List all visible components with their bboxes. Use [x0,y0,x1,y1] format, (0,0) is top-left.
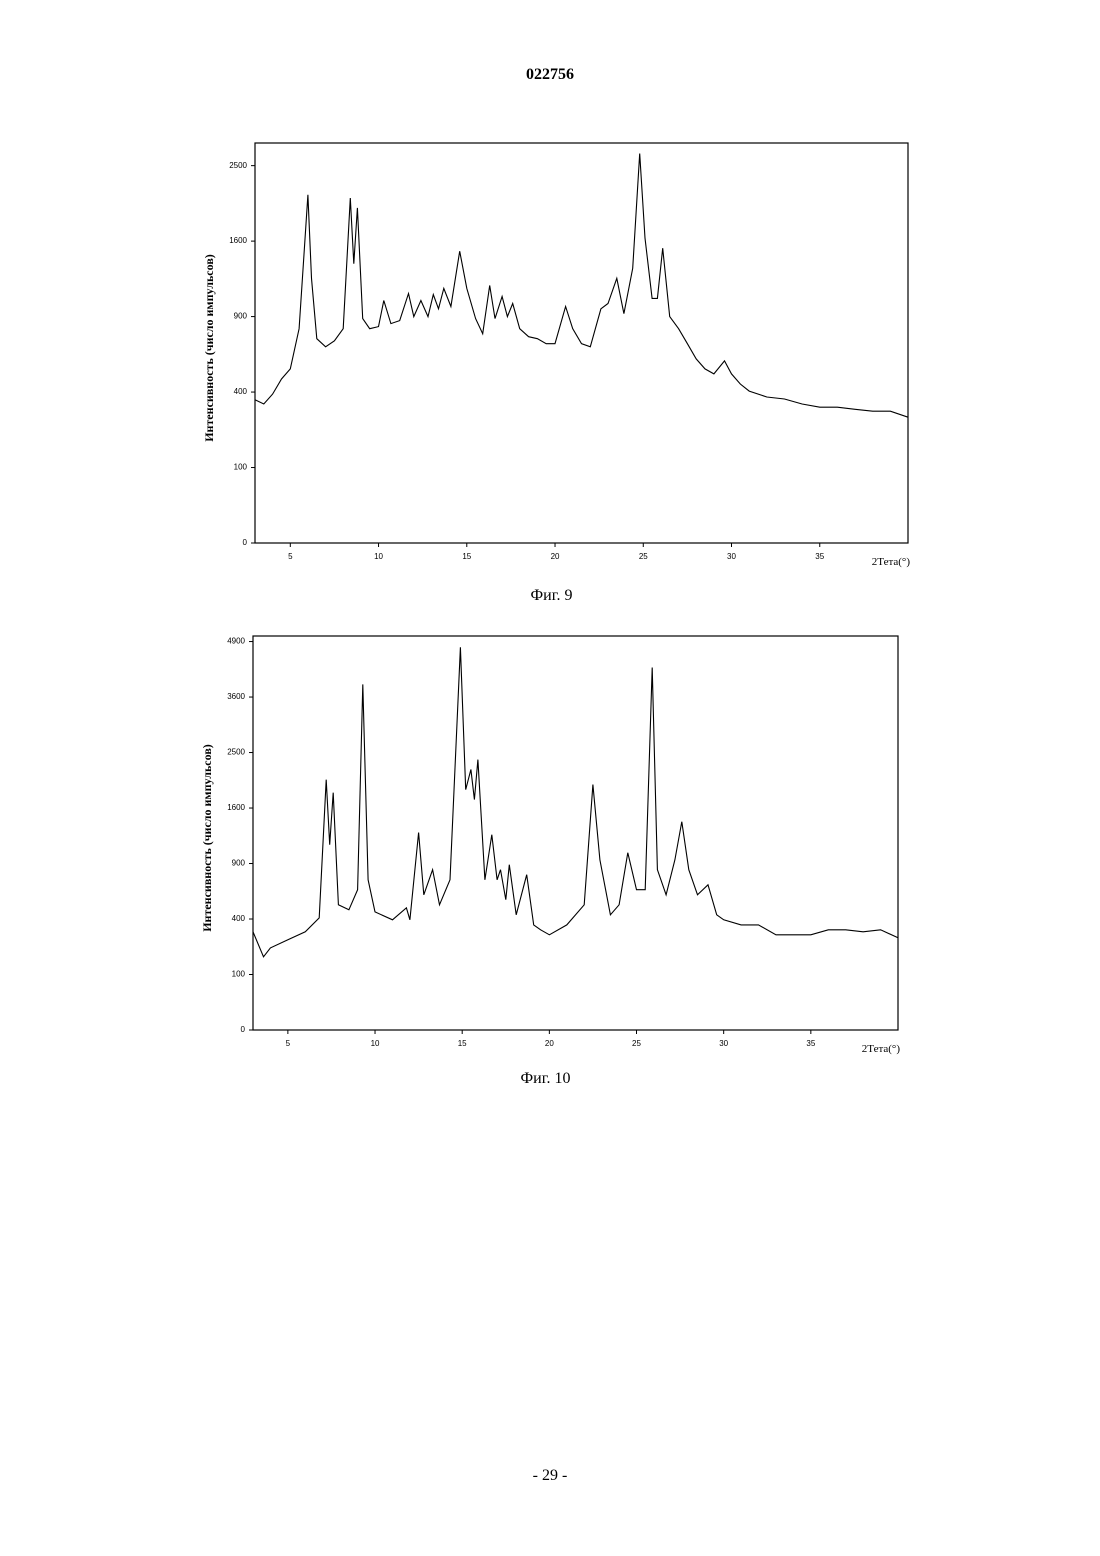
y-tick-label: 2500 [229,161,247,170]
y-tick-label: 1600 [229,236,247,245]
x-tick-label: 35 [806,1039,815,1048]
y-axis-label: Интенсивность (число импульсов) [200,744,214,932]
x-tick-label: 30 [727,552,736,561]
y-tick-label: 1600 [227,803,245,812]
x-tick-label: 15 [462,552,471,561]
y-tick-label: 900 [234,312,248,321]
x-tick-label: 25 [632,1039,641,1048]
page-footer: - 29 - [0,1467,1100,1485]
y-tick-label: 0 [241,1025,246,1034]
x-tick-label: 15 [458,1039,467,1048]
x-axis-label: 2Тета(°) [872,556,911,568]
x-tick-label: 5 [288,552,293,561]
y-axis-label: Интенсивность (число импульсов) [202,254,216,442]
y-tick-label: 900 [232,859,246,868]
x-tick-label: 10 [374,552,383,561]
x-tick-label: 20 [545,1039,554,1048]
y-tick-label: 400 [234,387,248,396]
y-tick-label: 3600 [227,692,245,701]
x-tick-label: 30 [719,1039,728,1048]
x-tick-label: 10 [371,1039,380,1048]
diffraction-curve [253,647,898,957]
y-tick-label: 100 [232,970,246,979]
y-tick-label: 100 [234,463,248,472]
x-tick-label: 20 [551,552,560,561]
figure-caption: Фиг. 9 [531,587,573,604]
figure-caption: Фиг. 10 [521,1070,571,1087]
y-tick-label: 0 [243,538,248,547]
x-tick-label: 25 [639,552,648,561]
x-tick-label: 35 [815,552,824,561]
x-axis-label: 2Тета(°) [862,1043,901,1055]
y-tick-label: 400 [232,914,246,923]
x-tick-label: 5 [286,1039,291,1048]
page: 022756 0100400900160025005101520253035Ин… [0,0,1100,1556]
y-tick-label: 4900 [227,637,245,646]
figures: 0100400900160025005101520253035Интенсивн… [0,0,1100,1556]
diffraction-curve [255,154,908,418]
plot-frame [253,636,898,1030]
y-tick-label: 2500 [227,748,245,757]
